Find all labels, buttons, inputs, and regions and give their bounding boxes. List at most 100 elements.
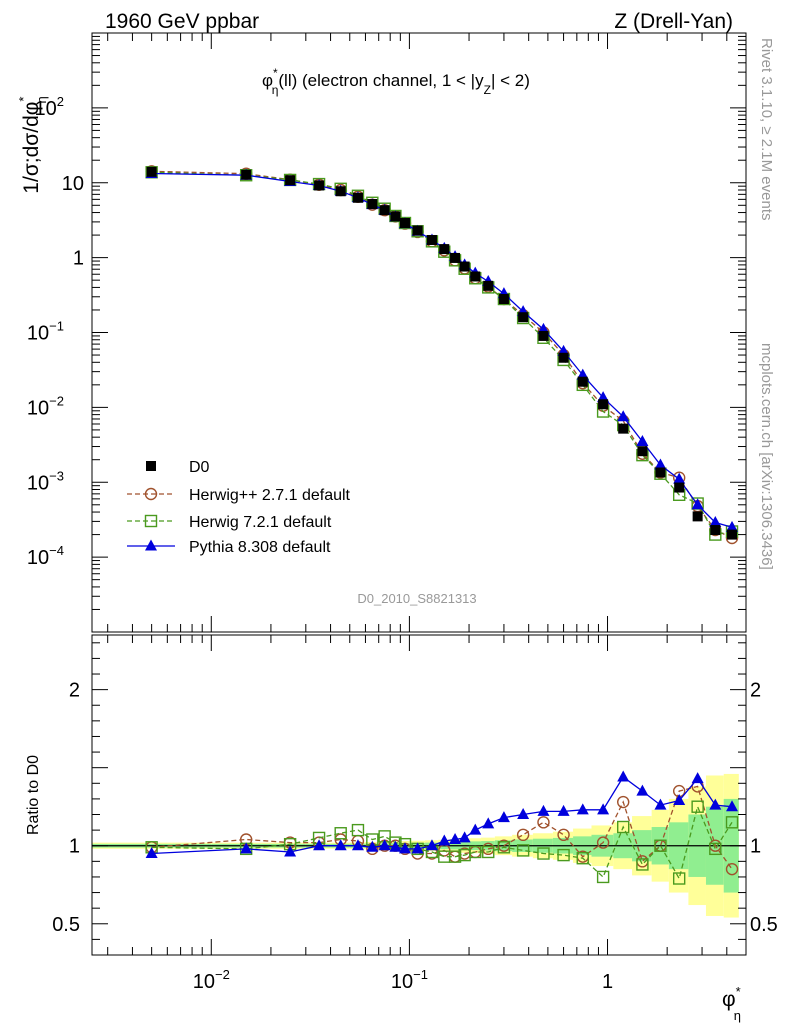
main-series-layer — [145, 165, 739, 545]
data-point-herwig7 — [469, 845, 482, 859]
data-point-herwigpp — [144, 487, 158, 501]
data-point-pythia — [497, 811, 510, 823]
data-point-pythia — [240, 842, 253, 854]
data-point-herwig7 — [537, 847, 550, 860]
series-line-pythia — [151, 172, 733, 528]
data-point-d0 — [618, 423, 629, 434]
header-right: Z (Drell-Yan) — [614, 10, 733, 33]
data-point-pythia — [576, 803, 589, 815]
ratio-y-tick-label-right: 1 — [750, 836, 761, 858]
rivet-label: Rivet 3.1.10, ≥ 2.1M events — [758, 38, 775, 221]
data-point-herwig7 — [448, 850, 462, 863]
ratio-y-tick-label: 2 — [69, 680, 80, 702]
data-point-d0 — [538, 330, 549, 341]
data-point-d0 — [367, 199, 378, 210]
data-point-herwig7 — [334, 827, 347, 840]
data-point-d0 — [412, 225, 423, 236]
data-point-pythia — [469, 823, 482, 835]
data-point-herwig7 — [709, 842, 722, 856]
ratio-series-layer — [145, 770, 739, 885]
data-point-pythia — [654, 798, 667, 810]
data-point-d0 — [379, 205, 390, 216]
data-point-pythia — [517, 808, 530, 820]
data-point-pythia — [425, 839, 438, 851]
data-point-pythia — [389, 840, 402, 852]
data-point-pythia — [351, 839, 364, 851]
data-point-d0 — [352, 192, 363, 203]
data-point-herwig7 — [497, 841, 511, 854]
data-point-pythia — [145, 847, 158, 859]
data-point-herwigpp — [557, 828, 570, 842]
data-point-pythia — [617, 410, 630, 422]
data-point-pythia — [636, 784, 649, 796]
y-tick-label: 1 — [73, 248, 84, 270]
data-point-d0 — [692, 511, 703, 522]
ratio-panel-frame — [91, 634, 747, 956]
data-point-pythia — [617, 770, 630, 782]
data-point-pythia — [145, 539, 157, 551]
data-point-herwigpp — [725, 862, 739, 876]
y-tick-label: 102 — [35, 94, 64, 120]
data-point-d0 — [146, 461, 156, 471]
legend-label-data: D0 — [189, 459, 210, 476]
data-point-herwigpp — [537, 816, 550, 829]
data-point-herwig7 — [725, 816, 739, 829]
legend-label-pythia: Pythia 8.308 default — [189, 539, 331, 556]
data-point-d0 — [399, 218, 410, 229]
data-point-pythia — [557, 804, 570, 816]
ratio-y-tick-label: 1 — [69, 836, 80, 858]
data-point-pythia — [709, 516, 722, 528]
data-point-d0 — [335, 186, 346, 197]
data-point-d0 — [655, 467, 666, 478]
data-point-d0 — [459, 261, 470, 272]
data-point-d0 — [727, 529, 738, 540]
main-axes: 10−4 10−3 10−2 10−1 1 10 102 — [27, 33, 747, 633]
y-tick-label: 10−4 — [27, 543, 64, 569]
data-point-herwig7 — [654, 839, 667, 852]
ratio-line-herwig7 — [151, 804, 733, 881]
data-point-pythia — [636, 435, 649, 447]
mcplots-label: mcplots.cern.ch [arXiv:1306.3436] — [758, 343, 775, 570]
data-point-herwig7 — [482, 845, 495, 859]
y-tick-label: 10 — [62, 173, 84, 195]
data-point-herwig7 — [691, 800, 704, 813]
data-point-d0 — [285, 175, 296, 186]
data-point-d0 — [470, 271, 481, 282]
data-point-pythia — [673, 472, 686, 484]
data-point-d0 — [558, 352, 569, 363]
data-point-herwig7 — [636, 858, 649, 871]
y-tick-label: 10−2 — [27, 393, 64, 419]
data-point-d0 — [710, 525, 721, 536]
data-point-herwigpp — [516, 828, 530, 842]
data-point-herwig7 — [596, 870, 610, 884]
data-point-d0 — [450, 252, 461, 263]
data-point-herwig7 — [617, 820, 630, 834]
main-y-axis-label: 1/σ;dσ/dφ* η — [16, 96, 49, 193]
data-point-d0 — [241, 169, 252, 180]
data-point-pythia — [411, 842, 424, 854]
data-point-pythia — [378, 839, 391, 851]
data-point-pythia — [691, 498, 704, 510]
data-point-pythia — [398, 842, 411, 854]
data-point-d0 — [518, 312, 529, 323]
data-point-pythia — [334, 839, 347, 851]
data-point-pythia — [537, 804, 550, 816]
plot-title: φ* η(ll) (electron channel, 1 < |yZ| < 2) — [262, 66, 530, 97]
legend-label-herwigpp: Herwig++ 2.7.1 default — [189, 487, 351, 504]
data-point-d0 — [390, 211, 401, 222]
data-point-d0 — [314, 180, 325, 191]
data-point-herwig7 — [351, 823, 365, 837]
data-point-herwig7 — [672, 872, 686, 885]
x-tick-label: 10−1 — [391, 967, 428, 993]
data-point-herwig7 — [557, 848, 570, 862]
legend: D0 Herwig++ 2.7.1 default Herwig 7.2.1 def… — [127, 459, 351, 556]
series-line-herwigpp — [151, 170, 733, 539]
header-left: 1960 GeV ppbar — [105, 10, 259, 33]
data-point-pythia — [691, 772, 704, 784]
data-point-herwig7 — [576, 852, 589, 865]
data-point-d0 — [577, 376, 588, 387]
x-tick-label: 10−2 — [193, 967, 230, 993]
data-point-pythia — [654, 458, 667, 470]
data-point-pythia — [673, 793, 686, 805]
